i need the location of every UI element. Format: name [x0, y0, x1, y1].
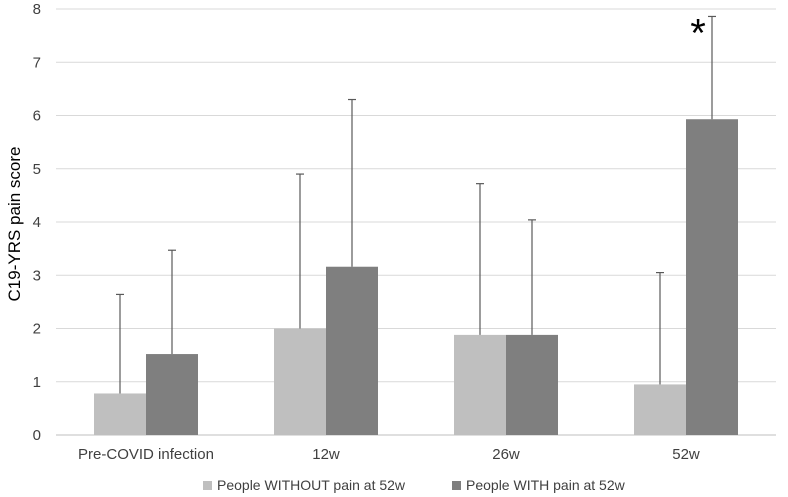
bar — [146, 354, 198, 435]
y-tick-label: 7 — [33, 54, 41, 71]
bar — [506, 334, 558, 435]
x-tick-label: 12w — [312, 446, 340, 463]
bar — [686, 119, 738, 435]
bar — [94, 393, 146, 435]
x-tick-label: 52w — [672, 446, 700, 463]
annotations: * — [690, 11, 706, 55]
bars — [94, 119, 738, 435]
significance-asterisk: * — [690, 11, 706, 55]
legend-swatch — [452, 481, 461, 490]
y-tick-label: 0 — [33, 427, 41, 444]
legend-swatch — [203, 481, 212, 490]
bar — [634, 384, 686, 435]
y-tick-label: 6 — [33, 108, 41, 125]
x-tick-label: 26w — [492, 446, 520, 463]
legend-label: People WITH pain at 52w — [466, 477, 626, 493]
bar — [274, 328, 326, 435]
y-tick-label: 4 — [33, 214, 41, 231]
bar — [454, 334, 506, 435]
y-tick-label: 3 — [33, 267, 41, 284]
y-axis-label: C19-YRS pain score — [5, 147, 24, 302]
y-tick-label: 5 — [33, 161, 41, 178]
x-tick-label: Pre-COVID infection — [78, 446, 214, 463]
y-tick-labels: 0 1 2 3 4 5 6 7 8 — [33, 1, 41, 444]
error-bars — [116, 15, 716, 394]
legend: People WITHOUT pain at 52w People WITH pa… — [203, 477, 626, 493]
y-tick-label: 1 — [33, 374, 41, 391]
y-tick-label: 8 — [33, 1, 41, 18]
bar — [326, 266, 378, 435]
y-tick-label: 2 — [33, 321, 41, 338]
x-tick-labels: Pre-COVID infection 12w 26w 52w — [78, 446, 700, 463]
legend-label: People WITHOUT pain at 52w — [217, 477, 406, 493]
